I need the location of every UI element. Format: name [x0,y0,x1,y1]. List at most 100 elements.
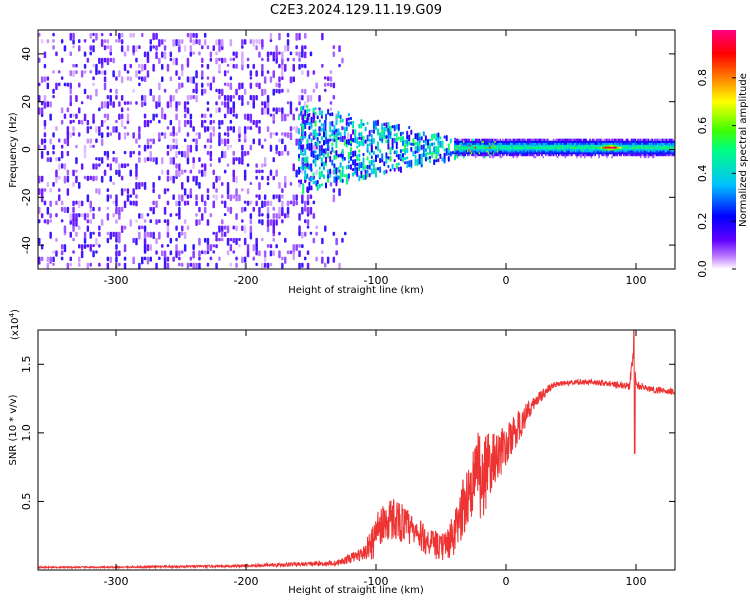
spectrogram-cell [143,219,147,223]
spectrogram-cell [470,148,473,151]
spectrogram-cell [272,132,275,136]
spectrogram-cell [255,82,258,88]
spectrogram-cell [673,140,675,143]
spectrogram-cell [229,144,233,148]
spectrogram-cell [615,146,617,149]
spectrogram-cell [138,45,141,50]
spectrogram-cell [490,144,492,147]
spectrogram-cell [387,138,390,144]
spectrogram-cell [232,157,235,165]
spectrogram-cell [226,126,230,132]
spectrogram-cell [66,132,70,140]
spectrogram-cell [333,167,336,174]
spectrogram-cell [634,142,637,145]
spectrogram-cell [284,63,287,72]
spectrogram-cell [38,82,41,87]
spectrogram-cell [203,113,207,119]
spectrogram-cell [645,144,647,147]
spectrogram-cell [431,142,434,147]
spectrogram-cell [476,152,478,155]
spectrogram-cell [172,144,175,150]
spectrogram-cell [163,256,167,264]
spectrogram-cell [410,142,413,146]
spectrogram-cell [152,231,155,239]
spectrogram-cell [491,140,494,143]
spectrogram-cell [624,150,626,153]
spectrogram-cell [284,113,287,122]
spectrogram-cell [152,95,155,102]
spectrogram-cell [646,138,648,141]
spectrogram-cell [506,152,508,155]
spectrogram-cell [659,150,661,153]
spectrogram-cell [532,154,534,157]
spectrogram-cell [480,148,482,151]
spectrogram-cell [431,133,434,141]
spectrogram-cell [138,82,141,87]
spectrogram-cell [266,101,270,108]
spectrogram-cell [650,140,652,143]
spectrogram-cell [524,154,526,157]
spectrogram-cell [483,154,486,157]
spectrogram-cell [138,262,141,269]
spectrogram-cell [665,150,668,153]
spectrogram-cell [106,101,110,109]
spectrogram-cell [643,138,646,141]
spectrogram-cell [258,182,261,190]
spectrogram-cell [526,150,529,153]
spectrogram-cell [558,148,560,151]
spectrogram-cell [610,146,612,149]
spectrogram-cell [463,148,465,151]
spectrogram-cell [40,113,44,117]
spectrogram-cell [558,152,560,155]
spectrogram-cell [561,144,564,147]
spectrogram-cell [40,39,44,44]
spectrogram-cell [485,152,487,155]
spectrogram-cell [668,146,671,149]
spectrogram-cell [538,154,541,157]
spectrogram-cell [286,32,290,38]
spectrogram-cell [672,142,674,145]
spectrogram-cell [489,156,491,159]
spectrogram-cell [489,146,491,149]
spectrogram-cell [476,144,478,147]
spectrogram-cell [587,142,590,145]
spectrogram-cell [606,138,608,141]
spectrogram-cell [198,237,201,246]
spectrogram-cell [509,144,512,147]
spectrogram-cell [445,135,448,142]
spectrogram-cell [215,51,218,56]
spectrogram-cell [118,262,121,267]
spectrogram-cell [577,144,580,147]
spectrogram-cell [498,142,500,145]
spectrogram-cell [606,152,608,155]
spectrogram-cell [100,39,104,47]
spectrogram-cell [499,140,502,143]
spectrogram-cell [567,146,569,149]
spectrogram-cell [347,113,350,117]
spectrogram-cell [433,133,436,139]
spectrogram-cell [352,172,355,177]
spectrogram-cell [485,140,487,143]
spectrogram-cell [129,101,132,105]
spectrogram-cell [591,140,594,143]
spectrogram-cell [529,152,531,155]
spectrogram-cell [507,142,509,145]
spectrogram-cell [587,150,590,153]
spectrogram-cell [559,144,561,147]
spectrogram-cell [166,256,170,262]
spectrogram-cell [524,142,526,145]
spectrogram-cell [78,132,81,137]
spectrogram-cell [232,250,235,254]
spectrogram-cell [623,154,625,157]
spectrogram-cell [115,219,118,224]
spectrogram-cell [463,154,465,157]
spectrogram-cell [641,140,643,143]
spectrogram-cell [626,138,629,141]
spectrogram-cell [529,138,531,141]
spectrogram-cell [226,138,230,144]
spectrogram-cell [269,200,273,206]
spectrogram-cell [616,140,619,143]
spectrogram-xlabel: Height of straight line (km) [288,285,424,296]
spectrogram-cell [515,142,517,145]
spectrogram-cell [329,101,333,105]
